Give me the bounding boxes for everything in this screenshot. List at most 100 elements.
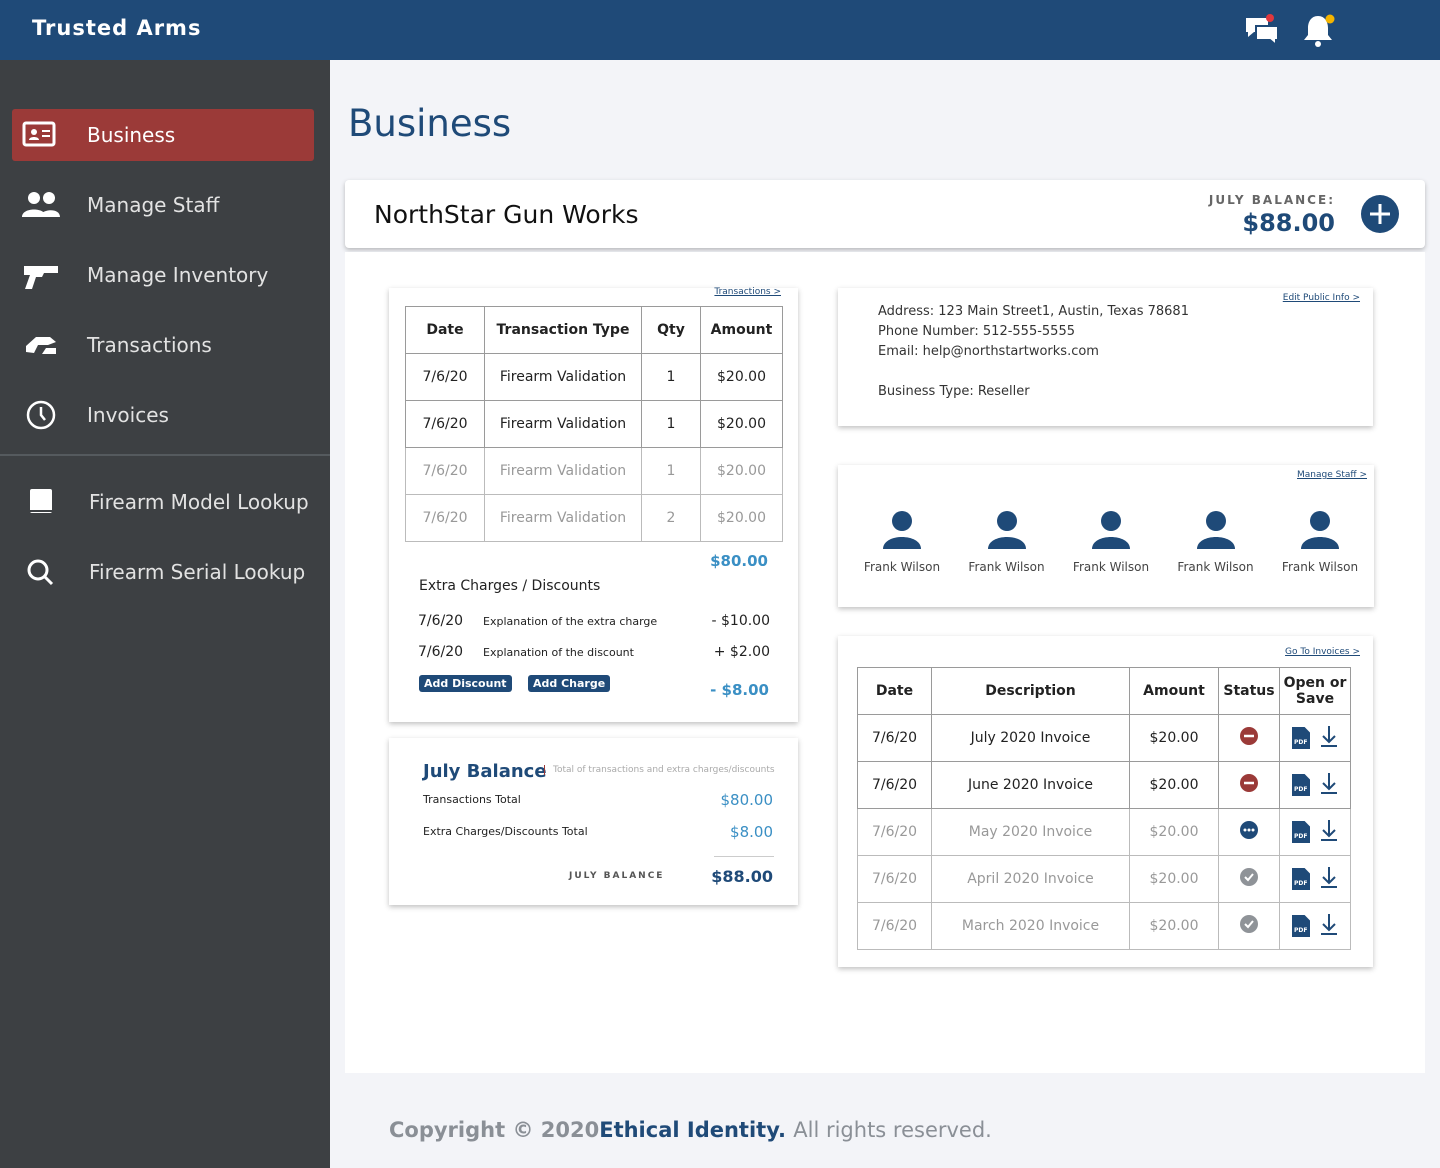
footer-year: © 2020 bbox=[512, 1118, 600, 1142]
avatar bbox=[1196, 510, 1236, 554]
extra-amount: + $2.00 bbox=[713, 644, 770, 660]
cell: 7/6/20 bbox=[857, 808, 932, 856]
nav-item[interactable]: Manage Inventory bbox=[12, 249, 314, 301]
summary-row-value: $8.00 bbox=[730, 823, 773, 841]
invoices-card: Go To Invoices > Date Description Amount St… bbox=[838, 636, 1373, 967]
status-cell bbox=[1218, 902, 1280, 950]
cell: $20.00 bbox=[700, 494, 783, 542]
nav-item[interactable]: Business bbox=[12, 109, 314, 161]
info-line: Business Type: Reseller bbox=[878, 384, 1030, 399]
avatar bbox=[987, 510, 1027, 554]
summary-row-label: Extra Charges/Discounts Total bbox=[423, 825, 588, 838]
nav-label: Manage Staff bbox=[87, 193, 220, 217]
divider bbox=[0, 454, 330, 456]
cell: 1 bbox=[641, 400, 701, 448]
actions-cell: PDF bbox=[1279, 761, 1351, 809]
download-icon[interactable] bbox=[1320, 771, 1338, 799]
status-icon bbox=[1240, 774, 1258, 792]
cell: March 2020 Invoice bbox=[931, 902, 1130, 950]
cell: 7/6/20 bbox=[857, 714, 932, 762]
summary-title: July Balance bbox=[423, 761, 547, 782]
nav-item[interactable]: Transactions bbox=[12, 319, 314, 371]
staff-name: Frank Wilson bbox=[1281, 560, 1359, 574]
download-icon[interactable] bbox=[1320, 865, 1338, 893]
lookup-item[interactable]: Firearm Model Lookup bbox=[12, 476, 314, 528]
business-name: NorthStar Gun Works bbox=[374, 200, 639, 229]
status-cell bbox=[1218, 761, 1280, 809]
pdf-icon[interactable]: PDF bbox=[1292, 915, 1310, 937]
column-header: Description bbox=[931, 667, 1130, 715]
info-card: Edit Public Info > Address: 123 Main Str… bbox=[838, 288, 1373, 426]
staff-name: Frank Wilson bbox=[863, 560, 941, 574]
invoice-row: 7/6/20 May 2020 Invoice $20.00 PDF bbox=[857, 808, 1351, 856]
manage-staff-link[interactable]: Manage Staff > bbox=[1297, 470, 1367, 480]
extras-title: Extra Charges / Discounts bbox=[419, 578, 601, 594]
download-icon[interactable] bbox=[1320, 818, 1338, 846]
action-button[interactable]: Add Charge bbox=[528, 675, 611, 692]
notifications-icon[interactable] bbox=[1300, 12, 1340, 52]
extra-date: 7/6/20 bbox=[418, 613, 464, 629]
transaction-row: 7/6/20 Firearm Validation 1 $20.00 bbox=[405, 353, 783, 401]
edit-info-link[interactable]: Edit Public Info > bbox=[1282, 293, 1360, 303]
business-header: NorthStar Gun Works JULY BALANCE: $88.00 bbox=[345, 180, 1425, 248]
cell: 7/6/20 bbox=[857, 855, 932, 903]
cell: July 2020 Invoice bbox=[931, 714, 1130, 762]
cell: 7/6/20 bbox=[405, 447, 485, 495]
cell: $20.00 bbox=[700, 447, 783, 495]
balance-label: JULY BALANCE: bbox=[1208, 193, 1335, 207]
cell: April 2020 Invoice bbox=[931, 855, 1130, 903]
rule bbox=[714, 856, 774, 857]
column-header: Qty bbox=[641, 306, 701, 354]
invoices-link[interactable]: Go To Invoices > bbox=[1285, 647, 1360, 657]
pdf-label: PDF bbox=[1294, 786, 1308, 793]
nav-item[interactable]: Invoices bbox=[12, 389, 314, 441]
lookup-item[interactable]: Firearm Serial Lookup bbox=[12, 546, 314, 598]
messages-icon[interactable] bbox=[1244, 12, 1284, 52]
nav-label: Manage Inventory bbox=[87, 263, 269, 287]
transaction-row: 7/6/20 Firearm Validation 1 $20.00 bbox=[405, 447, 783, 495]
status-cell bbox=[1218, 855, 1280, 903]
download-icon[interactable] bbox=[1320, 724, 1338, 752]
pdf-icon[interactable]: PDF bbox=[1292, 821, 1310, 843]
nav-item[interactable]: Manage Staff bbox=[12, 179, 314, 231]
staff-name: Frank Wilson bbox=[1072, 560, 1150, 574]
action-button[interactable]: Add Discount bbox=[419, 675, 512, 692]
column-header: Amount bbox=[1129, 667, 1219, 715]
column-header: Date bbox=[405, 306, 485, 354]
column-header: Date bbox=[857, 667, 932, 715]
status-icon bbox=[1240, 915, 1258, 933]
actions-cell: PDF bbox=[1279, 855, 1351, 903]
transaction-row: 7/6/20 Firearm Validation 1 $20.00 bbox=[405, 400, 783, 448]
extra-description: Explanation of the extra charge bbox=[483, 615, 658, 628]
pdf-icon[interactable]: PDF bbox=[1292, 727, 1310, 749]
cell: $20.00 bbox=[700, 400, 783, 448]
actions-cell: PDF bbox=[1279, 808, 1351, 856]
cell: 2 bbox=[641, 494, 701, 542]
pdf-icon[interactable]: PDF bbox=[1292, 774, 1310, 796]
cell: May 2020 Invoice bbox=[931, 808, 1130, 856]
cell: Firearm Validation bbox=[484, 353, 642, 401]
cell: 7/6/20 bbox=[405, 494, 485, 542]
transactions-link[interactable]: Transactions > bbox=[714, 287, 781, 297]
cell: $20.00 bbox=[1129, 902, 1219, 950]
invoice-row: 7/6/20 June 2020 Invoice $20.00 PDF bbox=[857, 761, 1351, 809]
column-header: Transaction Type bbox=[484, 306, 642, 354]
add-button[interactable] bbox=[1360, 194, 1400, 234]
info-line: Address: 123 Main Street1, Austin, Texas… bbox=[878, 304, 1189, 319]
cell: $20.00 bbox=[1129, 714, 1219, 762]
balance: $88.00 bbox=[1242, 209, 1335, 237]
footer-company: Ethical Identity. bbox=[599, 1118, 786, 1142]
column-header: Amount bbox=[700, 306, 783, 354]
cell: 7/6/20 bbox=[857, 902, 932, 950]
staff-card: Manage Staff > Frank Wilson Frank Wilson F… bbox=[838, 465, 1374, 607]
column-header: Status bbox=[1218, 667, 1280, 715]
download-icon[interactable] bbox=[1320, 912, 1338, 940]
status-icon bbox=[1240, 727, 1258, 745]
avatar bbox=[1091, 510, 1131, 554]
summary-balance-label: JULY BALANCE bbox=[569, 871, 665, 881]
table-header: Date Transaction Type Qty Amount bbox=[405, 306, 783, 354]
cell: 1 bbox=[641, 353, 701, 401]
actions-cell: PDF bbox=[1279, 902, 1351, 950]
pdf-icon[interactable]: PDF bbox=[1292, 868, 1310, 890]
cell: $20.00 bbox=[1129, 855, 1219, 903]
